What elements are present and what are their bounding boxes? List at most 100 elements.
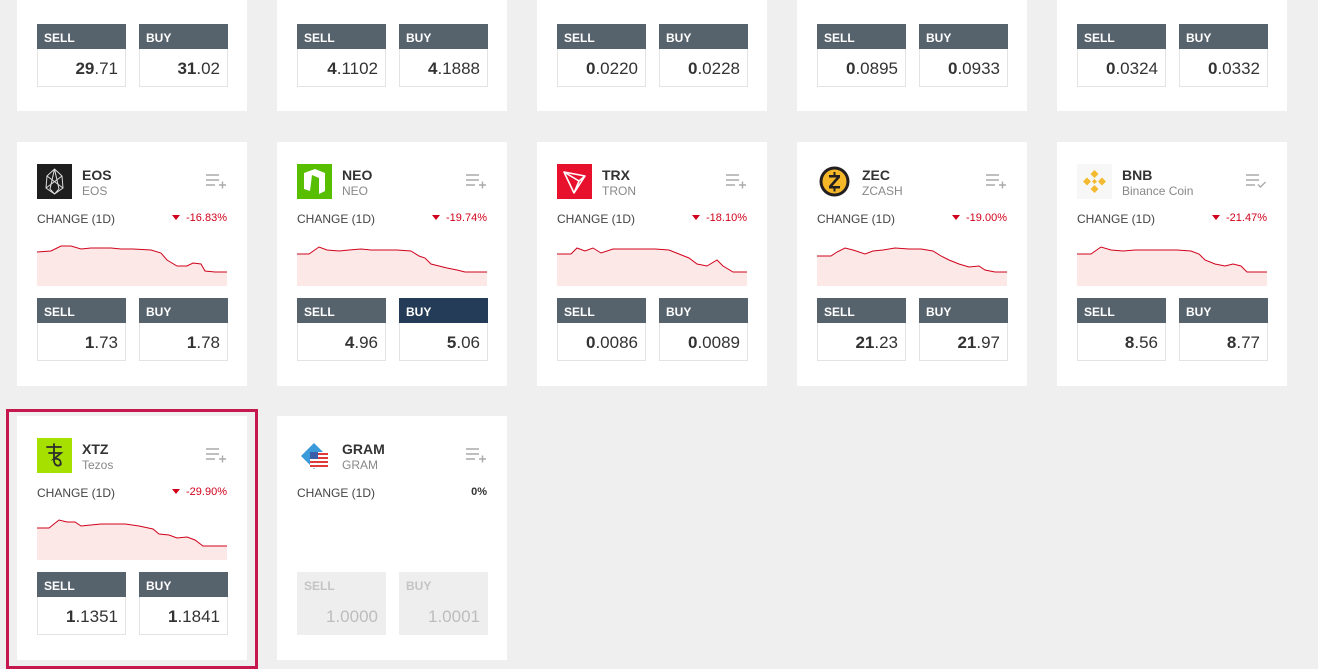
sell-button[interactable]: SELL 21.23 (817, 298, 906, 361)
add-to-watchlist-icon[interactable] (205, 446, 227, 464)
sparkline-chart (37, 510, 227, 560)
instrument-symbol: EOS (82, 167, 112, 183)
down-arrow-icon (692, 215, 701, 220)
instrument-name: NEO (342, 184, 369, 198)
tezos-icon (37, 438, 72, 473)
instrument-card: SELL 0.0895 BUY 0.0933 (797, 0, 1027, 111)
instrument-symbol: NEO (342, 167, 373, 183)
buy-button[interactable]: BUY 0.0933 (919, 24, 1008, 87)
buy-button[interactable]: BUY 1.1841 (139, 572, 228, 635)
buy-button[interactable]: BUY 1.78 (139, 298, 228, 361)
down-arrow-icon (172, 489, 181, 494)
instrument-card-zec[interactable]: ZEC ZCASH CHANGE (1D) -19.00% SELL 21.23… (797, 142, 1027, 386)
change-label: CHANGE (1D) (37, 486, 116, 500)
instrument-card: SELL 4.1102 BUY 4.1888 (277, 0, 507, 111)
binance-icon (1077, 164, 1112, 199)
buy-label: BUY (399, 24, 488, 49)
buy-price: 4.1888 (399, 49, 488, 87)
buy-label: BUY (659, 24, 748, 49)
instrument-name: TRON (602, 184, 636, 198)
change-value: 0% (471, 486, 487, 498)
instrument-symbol: XTZ (82, 441, 109, 457)
buy-price: 5.06 (399, 323, 488, 361)
instrument-symbol: GRAM (342, 441, 385, 457)
sell-price: 0.0220 (557, 49, 646, 87)
instrument-symbol: ZEC (862, 167, 890, 183)
sell-price: 0.0324 (1077, 49, 1166, 87)
down-arrow-icon (952, 215, 961, 220)
buy-button[interactable]: BUY 0.0228 (659, 24, 748, 87)
sell-label: SELL (817, 24, 906, 49)
buy-button[interactable]: BUY 31.02 (139, 24, 228, 87)
buy-price: 8.77 (1179, 323, 1268, 361)
buy-label: BUY (139, 24, 228, 49)
buy-label: BUY (399, 298, 488, 323)
instrument-card-gram[interactable]: GRAM GRAM CHANGE (1D) 0% SELL 1.0000 BUY… (277, 416, 507, 660)
sell-label: SELL (1077, 298, 1166, 323)
buy-price: 21.97 (919, 323, 1008, 361)
sell-label: SELL (817, 298, 906, 323)
buy-price: 31.02 (139, 49, 228, 87)
sell-price: 1.1351 (37, 597, 126, 635)
instrument-card-trx[interactable]: TRX TRON CHANGE (1D) -18.10% SELL 0.0086… (537, 142, 767, 386)
instrument-name: Tezos (82, 458, 114, 472)
sparkline-chart (557, 236, 747, 286)
add-to-watchlist-icon[interactable] (465, 446, 487, 464)
buy-label: BUY (919, 298, 1008, 323)
instrument-card-neo[interactable]: NEO NEO CHANGE (1D) -19.74% SELL 4.96 BU… (277, 142, 507, 386)
sell-button[interactable]: SELL 1.1351 (37, 572, 126, 635)
sell-button[interactable]: SELL 29.71 (37, 24, 126, 87)
buy-label: BUY (399, 572, 488, 597)
neo-icon (297, 164, 332, 199)
add-to-watchlist-icon[interactable] (725, 172, 747, 190)
change-label: CHANGE (1D) (37, 212, 116, 226)
instrument-card-eos[interactable]: EOS EOS CHANGE (1D) -16.83% SELL 1.73 BU… (17, 142, 247, 386)
buy-button[interactable]: BUY 21.97 (919, 298, 1008, 361)
sell-price: 4.1102 (297, 49, 386, 87)
sell-button[interactable]: SELL 0.0895 (817, 24, 906, 87)
buy-button[interactable]: BUY 8.77 (1179, 298, 1268, 361)
down-arrow-icon (172, 215, 181, 220)
buy-price: 1.1841 (139, 597, 228, 635)
buy-label: BUY (659, 298, 748, 323)
instrument-card: SELL 0.0220 BUY 0.0228 (537, 0, 767, 111)
sell-price: 0.0086 (557, 323, 646, 361)
sell-label: SELL (297, 298, 386, 323)
buy-price: 1.78 (139, 323, 228, 361)
instrument-card-bnb[interactable]: BNB Binance Coin CHANGE (1D) -21.47% SEL… (1057, 142, 1287, 386)
buy-button[interactable]: BUY 0.0089 (659, 298, 748, 361)
add-to-watchlist-icon[interactable] (465, 172, 487, 190)
change-label: CHANGE (1D) (297, 212, 376, 226)
add-to-watchlist-icon[interactable] (205, 172, 227, 190)
sell-price: 0.0895 (817, 49, 906, 87)
sell-label: SELL (1077, 24, 1166, 49)
sell-label: SELL (557, 298, 646, 323)
instrument-card-xtz[interactable]: XTZ Tezos CHANGE (1D) -29.90% SELL 1.135… (17, 416, 247, 660)
instrument-card: SELL 29.71 BUY 31.02 (17, 0, 247, 111)
buy-price: 0.0228 (659, 49, 748, 87)
gram-icon (297, 438, 332, 473)
sell-button[interactable]: SELL 0.0086 (557, 298, 646, 361)
in-watchlist-icon[interactable] (1245, 172, 1267, 190)
sell-button[interactable]: SELL 1.73 (37, 298, 126, 361)
buy-button[interactable]: BUY 0.0332 (1179, 24, 1268, 87)
sparkline-chart (297, 236, 487, 286)
sell-button[interactable]: SELL 4.96 (297, 298, 386, 361)
buy-button[interactable]: BUY 4.1888 (399, 24, 488, 87)
sparkline-chart (1077, 236, 1267, 286)
buy-button: BUY 1.0001 (399, 572, 488, 635)
sell-button: SELL 1.0000 (297, 572, 386, 635)
buy-button[interactable]: BUY 5.06 (399, 298, 488, 361)
instrument-symbol: TRX (602, 167, 630, 183)
buy-label: BUY (1179, 24, 1268, 49)
sell-button[interactable]: SELL 8.56 (1077, 298, 1166, 361)
eos-icon (37, 164, 72, 199)
sell-button[interactable]: SELL 4.1102 (297, 24, 386, 87)
add-to-watchlist-icon[interactable] (985, 172, 1007, 190)
sell-price: 1.0000 (297, 597, 386, 635)
sell-button[interactable]: SELL 0.0220 (557, 24, 646, 87)
change-label: CHANGE (1D) (297, 486, 376, 500)
buy-label: BUY (1179, 298, 1268, 323)
instrument-symbol: BNB (1122, 167, 1153, 183)
sell-button[interactable]: SELL 0.0324 (1077, 24, 1166, 87)
